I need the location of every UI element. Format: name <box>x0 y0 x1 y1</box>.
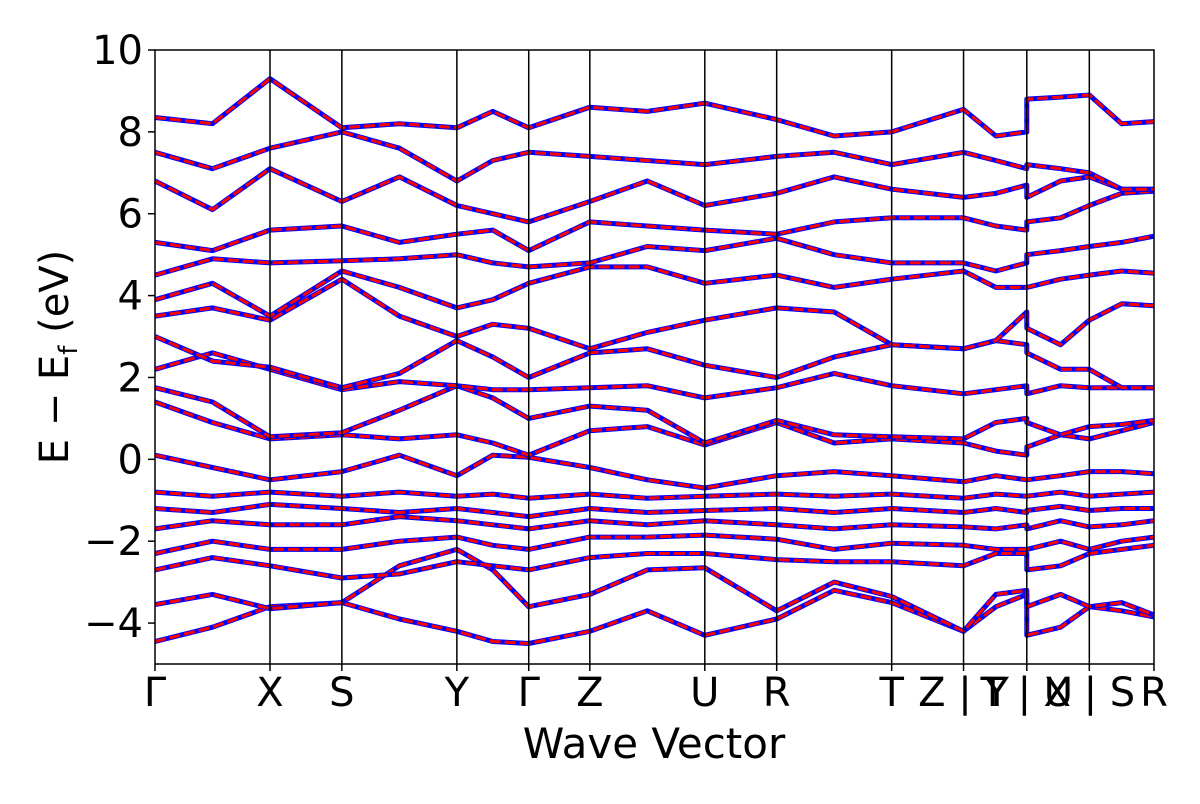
svg-text:E − Ef (eV): E − Ef (eV) <box>32 250 84 465</box>
band-line-red <box>154 277 1155 351</box>
y-tick-label: 6 <box>118 192 143 238</box>
band-line-blue <box>154 452 1155 491</box>
y-tick-label: 10 <box>92 28 143 74</box>
band-line-red <box>154 502 1154 519</box>
band-line-red <box>154 515 1155 531</box>
x-tick-label: T <box>878 670 904 716</box>
kpoint-lines-layer <box>269 50 1091 664</box>
band-line-red <box>154 335 1154 390</box>
y-axis-label-main: E − E <box>32 355 78 465</box>
band-line-red <box>154 543 1155 580</box>
y-tick-label: −2 <box>84 519 143 565</box>
x-tick-label: U <box>690 670 719 716</box>
bands-layer <box>153 76 1155 646</box>
y-tick-label: 2 <box>118 355 143 401</box>
band-line-red <box>154 130 1154 191</box>
y-tick-label: 8 <box>118 110 143 156</box>
y-tick-label: −4 <box>84 601 143 647</box>
x-tick-label: X <box>256 670 283 716</box>
band-line-blue <box>154 546 1155 634</box>
x-tick-label: Γ <box>144 670 167 716</box>
x-axis-label: Wave Vector <box>523 719 786 768</box>
x-tick-label: Z <box>576 670 603 716</box>
band-line-blue <box>154 264 1155 319</box>
band-line-red <box>154 167 1154 224</box>
x-tick-label: R <box>1140 670 1168 716</box>
band-line-red <box>154 547 1155 633</box>
x-tick-label: Y <box>444 670 470 716</box>
x-tick-label: S <box>329 670 354 716</box>
band-line-blue <box>154 76 1155 139</box>
plot-frame <box>154 49 1155 665</box>
y-axis-label-unit: (eV) <box>32 250 78 346</box>
y-axis-label-subscript: f <box>54 345 84 355</box>
x-tick-label: Γ <box>518 670 541 716</box>
band-line-red <box>154 400 1155 457</box>
band-line-red <box>154 351 1154 400</box>
band-line-blue <box>154 587 1155 646</box>
x-tick-label: Z | Y <box>918 670 1009 716</box>
band-line-red <box>154 588 1155 645</box>
y-axis-label: E − Ef (eV) <box>32 250 84 465</box>
band-line-red <box>154 77 1155 138</box>
band-line-red <box>154 384 1155 445</box>
y-tick-label: 4 <box>118 274 143 320</box>
band-line-red <box>154 189 1155 253</box>
band-line-red <box>154 234 1155 277</box>
band-line-blue <box>154 188 1155 254</box>
x-tick-label: T | U <box>979 670 1073 716</box>
y-tick-label: 0 <box>118 437 143 483</box>
band-line-blue <box>153 166 1154 225</box>
x-tick-label: X | S <box>1043 670 1135 716</box>
band-line-red <box>154 533 1155 555</box>
y-ticks-layer: −4 −2 0 2 4 6 8 10 <box>84 28 155 647</box>
x-tick-label: R <box>763 670 791 716</box>
band-line-blue <box>154 514 1155 532</box>
